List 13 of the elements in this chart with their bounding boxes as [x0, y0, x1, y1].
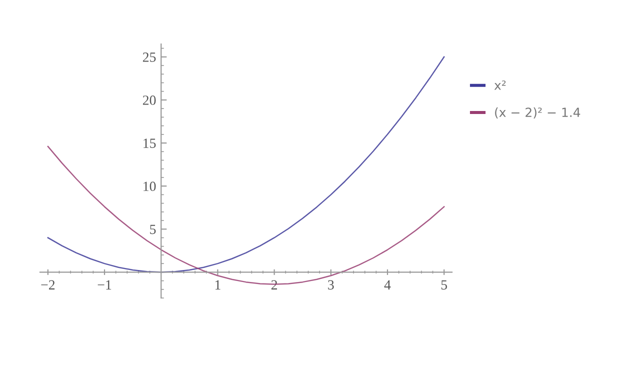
x-tick-label: −1 [98, 280, 112, 290]
y-tick-label: 15 [144, 138, 156, 148]
x-tick-label: 5 [441, 280, 448, 290]
y-tick-label: 20 [142, 96, 156, 105]
x-tick-label: 4 [384, 280, 391, 290]
legend-label: x² [494, 80, 506, 90]
y-tick-label: 10 [144, 182, 156, 192]
x-tick-label: −2 [41, 280, 55, 290]
x-tick-label: 3 [328, 280, 334, 290]
legend-label: (x − 2)² − 1.4 [495, 107, 580, 119]
x-tick-label: 1 [215, 280, 220, 290]
y-tick-label: 25 [142, 52, 156, 62]
y-tick-label: 5 [150, 224, 156, 234]
